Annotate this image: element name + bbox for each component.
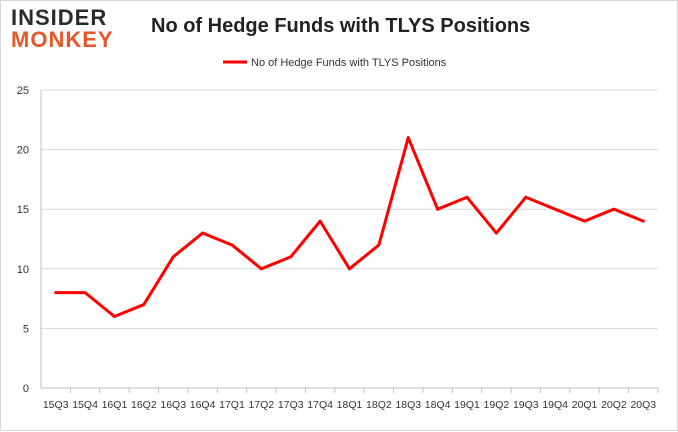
data-point (259, 267, 263, 271)
x-tick-label: 17Q4 (307, 399, 333, 411)
x-tick-label: 18Q1 (337, 399, 363, 411)
x-tick-label: 17Q2 (249, 399, 275, 411)
x-tick-label: 18Q2 (366, 399, 392, 411)
data-point (201, 231, 205, 235)
series-line (55, 136, 644, 318)
x-tick-label: 15Q4 (72, 399, 98, 411)
x-tick-label: 16Q2 (131, 399, 157, 411)
x-tick-label: 16Q1 (102, 399, 128, 411)
legend-label: No of Hedge Funds with TLYS Positions (251, 57, 447, 69)
data-point (553, 207, 557, 211)
x-tick-label: 20Q3 (630, 399, 656, 411)
data-point (230, 243, 234, 247)
data-point (583, 219, 587, 223)
data-point (406, 136, 410, 140)
data-point (112, 314, 116, 318)
x-tick-label: 16Q4 (190, 399, 216, 411)
data-point (641, 219, 645, 223)
data-point (494, 231, 498, 235)
x-tick-label: 18Q4 (425, 399, 451, 411)
data-point (289, 255, 293, 259)
logo-line1: INSIDER (11, 5, 108, 30)
data-point (524, 195, 528, 199)
data-point (377, 243, 381, 247)
logo-line2: MONKEY (11, 27, 114, 52)
x-tick-label: 20Q1 (572, 399, 598, 411)
data-point (436, 207, 440, 211)
y-tick-label: 10 (17, 264, 29, 276)
data-point (465, 195, 469, 199)
x-tick-label: 19Q3 (513, 399, 539, 411)
data-point (318, 219, 322, 223)
y-tick-label: 5 (23, 323, 29, 335)
data-point (54, 291, 58, 295)
x-tick-label: 15Q3 (43, 399, 69, 411)
data-point (142, 303, 146, 307)
x-tick-label: 16Q3 (160, 399, 186, 411)
data-point (348, 267, 351, 271)
x-tick-label: 20Q2 (601, 399, 627, 411)
x-tick-label: 18Q3 (395, 399, 421, 411)
x-tick-label: 19Q1 (454, 399, 480, 411)
data-point (171, 255, 175, 259)
data-point (83, 291, 87, 295)
chart-title: No of Hedge Funds with TLYS Positions (151, 15, 531, 37)
y-tick-label: 0 (23, 383, 29, 395)
y-tick-label: 25 (17, 85, 29, 97)
x-tick-label: 17Q1 (219, 399, 245, 411)
x-tick-label: 19Q2 (484, 399, 510, 411)
data-point (612, 207, 616, 211)
x-tick-label: 19Q4 (542, 399, 568, 411)
x-tick-label: 17Q3 (278, 399, 304, 411)
insider-monkey-logo: INSIDER MONKEY (11, 7, 126, 51)
y-tick-label: 15 (17, 204, 29, 216)
y-tick-label: 20 (17, 145, 29, 157)
